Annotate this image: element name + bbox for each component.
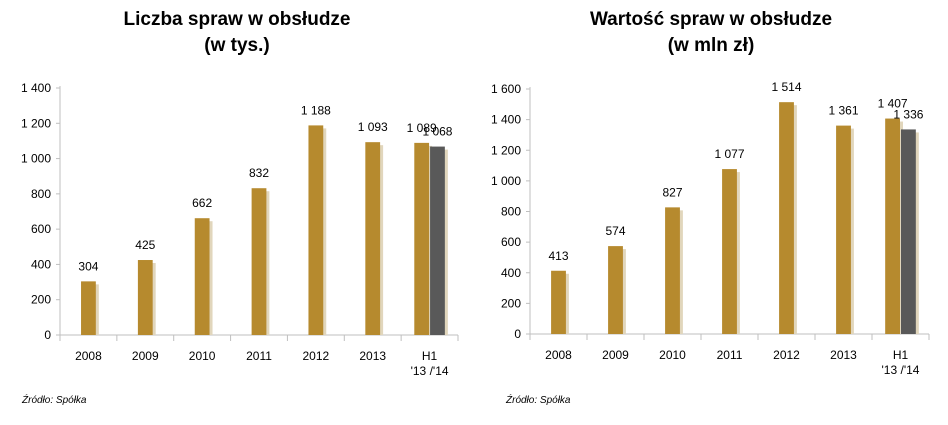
bar [608, 246, 623, 334]
data-label: 304 [78, 259, 98, 273]
data-label: 1 407 [878, 97, 908, 111]
chart-wartosc-spraw: Wartość spraw w obsłudze (w mln zł) 0 200… [474, 0, 948, 425]
chart-liczba-spraw: Liczba spraw w obsłudze (w tys.) 0 200 400… [21, 9, 459, 406]
bar [551, 270, 566, 334]
bar [194, 218, 210, 335]
data-label: 413 [548, 249, 568, 263]
data-label: 1 093 [358, 120, 388, 134]
data-label: 827 [662, 185, 682, 199]
chart-subtitle: (w tys.) [204, 35, 270, 56]
chart-title: Liczba spraw w obsłudze [123, 9, 351, 30]
data-label: 1 188 [301, 103, 331, 117]
bar-chart-svg: 0 200 400 600 800 1 000 1 200 1 400 2008 2009 2010… [21, 81, 459, 378]
x-tick-label: 2011 [717, 348, 743, 362]
x-tick-label: H1 [422, 349, 438, 363]
data-label: 1 514 [771, 80, 801, 94]
data-label: 574 [605, 224, 625, 238]
y-tick-label: 1 400 [491, 113, 521, 127]
bar [308, 125, 324, 335]
x-tick-label: 2012 [773, 348, 800, 362]
data-label: 1 068 [422, 125, 452, 139]
y-tick-label: 0 [44, 328, 51, 342]
y-tick-label: 0 [514, 327, 521, 341]
y-tick-label: 1 600 [491, 82, 521, 96]
data-label: 1 336 [893, 107, 923, 121]
bar-h1-2014 [901, 129, 916, 334]
bar [137, 260, 153, 335]
bar [836, 125, 851, 334]
bar [885, 118, 900, 334]
x-tick-label: '13 /'14 [411, 364, 449, 378]
bar-h1-2014 [430, 146, 445, 335]
data-label: 832 [249, 166, 269, 180]
x-tick-label: 2012 [303, 349, 330, 363]
y-tick-label: 200 [31, 293, 51, 307]
chart-subtitle: (w mln zł) [667, 35, 755, 56]
x-tick-label: 2013 [359, 349, 386, 363]
x-tick-label: 2010 [659, 348, 686, 362]
data-label: 1 361 [828, 104, 858, 118]
x-tick-label: 2009 [602, 348, 629, 362]
chart-title: Wartość spraw w obsłudze [589, 9, 833, 30]
source-note: Źródło: Spółka [506, 395, 571, 406]
x-tick-label: 2009 [132, 349, 159, 363]
x-tick-label: '13 /'14 [882, 363, 920, 377]
source-note: Źródło: Spółka [22, 395, 87, 406]
data-label: 1 089 [407, 121, 437, 135]
x-tick-label: 2008 [545, 348, 572, 362]
y-tick-label: 600 [31, 222, 51, 236]
y-tick-label: 1 400 [21, 81, 51, 95]
y-tick-label: 1 000 [21, 152, 51, 166]
x-tick-label: 2008 [75, 349, 102, 363]
x-tick-label: 2011 [246, 349, 272, 363]
data-label: 425 [135, 238, 155, 252]
y-tick-label: 600 [501, 235, 521, 249]
bar-chart-svg: 0 200 400 600 800 1 000 1 200 1 400 1 600 2008 200… [491, 80, 930, 377]
data-label: 662 [192, 196, 212, 210]
x-tick-label: H1 [893, 348, 909, 362]
y-tick-label: 1 000 [491, 174, 521, 188]
y-tick-label: 1 200 [491, 143, 521, 157]
bar [665, 207, 680, 334]
y-tick-label: 200 [501, 296, 521, 310]
y-tick-label: 800 [501, 205, 521, 219]
data-label: 1 077 [714, 147, 744, 161]
bar [251, 188, 267, 335]
y-tick-label: 400 [501, 266, 521, 280]
x-tick-label: 2013 [830, 348, 857, 362]
y-tick-label: 400 [31, 257, 51, 271]
bar [779, 102, 794, 334]
x-tick-label: 2010 [189, 349, 216, 363]
bar [414, 142, 430, 335]
bar [365, 142, 381, 335]
bar [722, 169, 737, 334]
bar [81, 281, 96, 335]
y-tick-label: 1 200 [21, 116, 51, 130]
y-tick-label: 800 [31, 187, 51, 201]
